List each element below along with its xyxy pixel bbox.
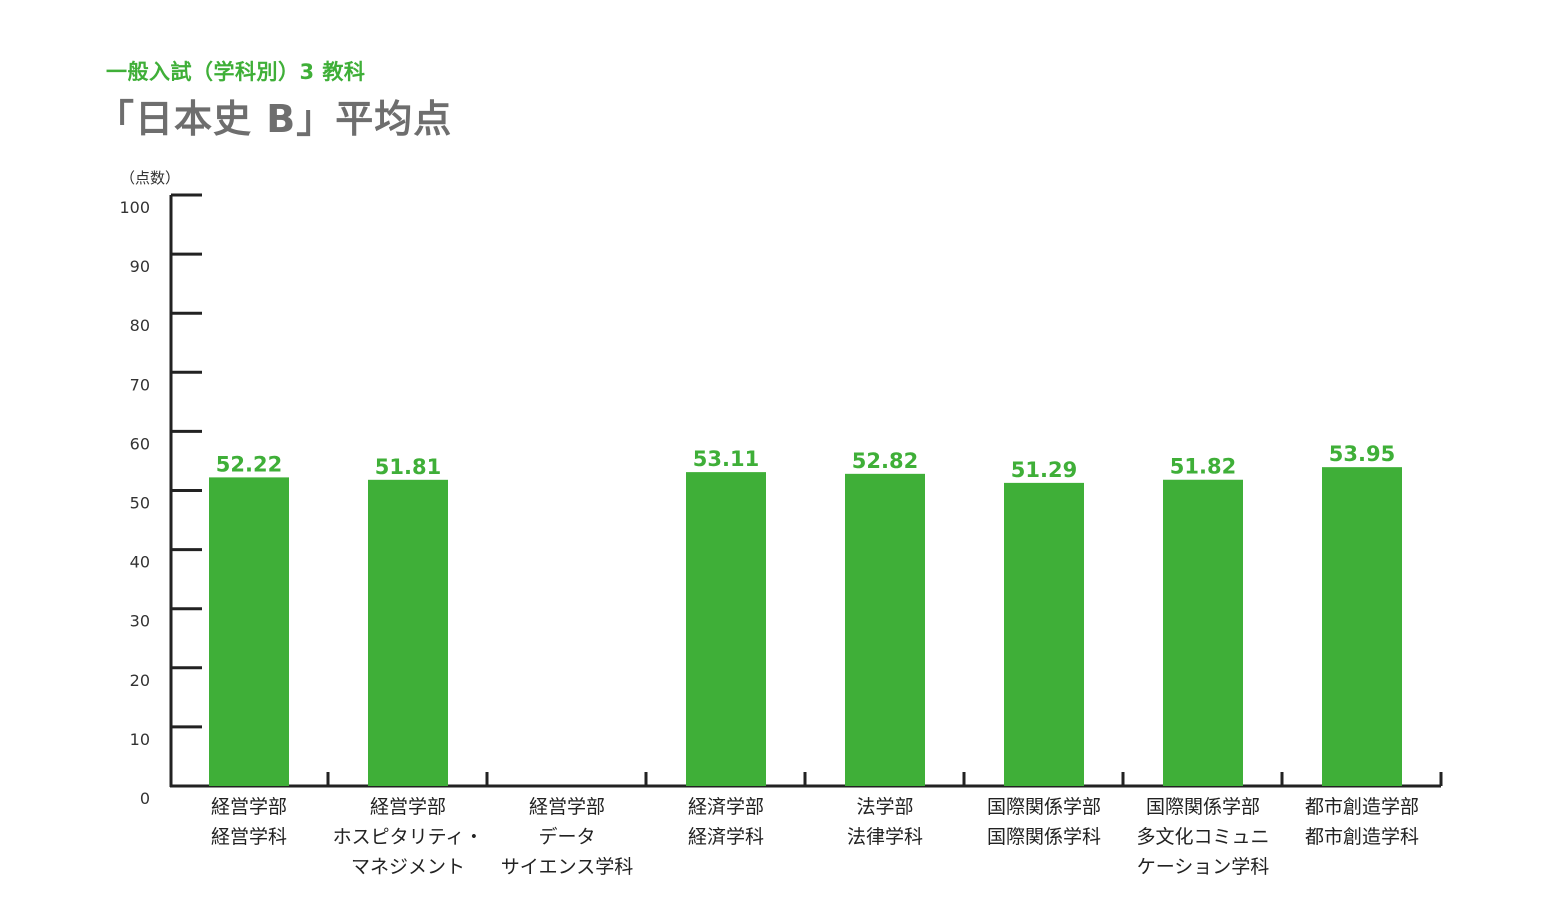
- x-category-label: 国際関係学部: [1146, 796, 1260, 818]
- y-tick-label: 50: [130, 494, 150, 513]
- y-tick-label: 90: [130, 257, 150, 276]
- bar-value-label: 51.82: [1170, 455, 1236, 479]
- y-tick-label: 40: [130, 553, 150, 572]
- y-tick-label: 70: [130, 375, 150, 394]
- x-category-label: 都市創造学部: [1305, 796, 1419, 818]
- bar-value-label: 51.81: [375, 455, 441, 479]
- bar-value-label: 52.82: [852, 449, 918, 473]
- x-category-label: マネジメント: [351, 856, 465, 878]
- bar: [686, 472, 766, 786]
- x-category-label: 都市創造学科: [1305, 826, 1419, 848]
- x-category-label: 経済学科: [688, 826, 764, 848]
- y-tick-label: 60: [130, 434, 150, 453]
- x-category-label: ケーション学科: [1137, 856, 1270, 878]
- bar: [209, 477, 289, 786]
- x-category-label: 法律学科: [847, 826, 923, 848]
- x-category-label: 経営学科: [211, 826, 287, 848]
- bar: [845, 473, 925, 786]
- x-category-label: 多文化コミュニ: [1136, 826, 1269, 848]
- y-axis-unit-label: （点数）: [120, 169, 180, 187]
- x-category-label: 経済学部: [688, 796, 764, 818]
- y-tick-label: 20: [130, 671, 150, 690]
- x-category-label: データ: [538, 826, 595, 848]
- chart-title: 「日本史 B」平均点: [96, 97, 453, 141]
- bar-value-label: 52.22: [216, 452, 282, 476]
- bar-value-label: 53.11: [693, 447, 759, 471]
- bar: [368, 479, 448, 786]
- y-tick-label: 10: [130, 730, 150, 749]
- bar-value-label: 53.95: [1329, 442, 1395, 466]
- y-tick-label: 100: [119, 198, 150, 217]
- x-category-label: 法学部: [856, 796, 913, 818]
- x-category-label: 経営学部: [211, 796, 287, 818]
- bar: [1322, 467, 1402, 786]
- x-category-label: 経営学部: [529, 796, 605, 818]
- y-tick-label: 0: [140, 789, 150, 808]
- x-category-label: ホスピタリティ・: [333, 826, 484, 848]
- y-tick-label: 30: [130, 612, 150, 631]
- bar-value-label: 51.29: [1011, 458, 1077, 482]
- chart-subtitle: 一般入試（学科別）3 教科: [106, 60, 366, 84]
- y-tick-label: 80: [130, 316, 150, 335]
- x-category-label: 経営学部: [370, 796, 446, 818]
- x-category-label: サイエンス学科: [501, 856, 633, 878]
- bar: [1163, 479, 1243, 786]
- x-category-label: 国際関係学部: [987, 796, 1101, 818]
- x-category-label: 国際関係学科: [987, 826, 1101, 848]
- bar: [1004, 482, 1084, 786]
